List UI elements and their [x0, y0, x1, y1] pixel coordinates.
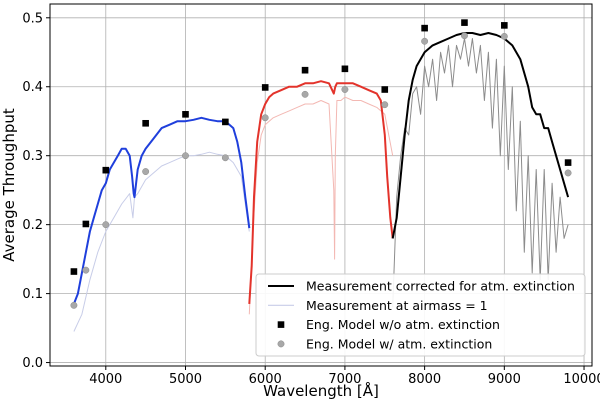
model-no-ext-point: [142, 119, 149, 127]
x-tick-label: 5000: [169, 372, 202, 387]
model-no-ext-point: [102, 166, 110, 174]
y-tick-label: 0.5: [22, 11, 43, 26]
corrected-series-group: [72, 32, 570, 305]
model-with-ext-point: [421, 37, 429, 45]
y-tick-label: 0.3: [22, 149, 43, 164]
y-tick-label: 0.0: [22, 356, 43, 371]
x-tick-label: 6000: [249, 372, 282, 387]
model-with-ext-point: [142, 168, 150, 176]
model-with-ext-point: [381, 101, 389, 109]
model-no-ext-point: [461, 19, 468, 26]
model-with-ext-point: [261, 114, 269, 122]
series-line-corrected-blue: [72, 116, 251, 305]
model-no-ext-point: [70, 268, 78, 275]
ticks: [46, 17, 585, 370]
model-no-ext-point: [82, 220, 90, 228]
series-line-airmass1-nir: [392, 38, 569, 308]
series-line-airmass1-red: [248, 96, 394, 315]
model-with-ext-point: [564, 169, 572, 177]
y-tick-label: 0.2: [22, 218, 43, 233]
model-with-ext-point: [70, 301, 78, 309]
model-markers: [70, 19, 572, 309]
legend-label: Eng. Model w/ atm. extinction: [306, 336, 492, 351]
y-tick-label: 0.1: [22, 287, 43, 302]
model-no-ext-point: [564, 159, 572, 166]
model-with-ext-point: [461, 32, 468, 40]
series-line-corrected-nir: [391, 32, 570, 239]
model-with-ext-point: [221, 154, 229, 162]
x-tick-label: 8000: [408, 372, 441, 387]
legend-label: Measurement at airmass = 1: [306, 298, 488, 313]
legend-box: [255, 273, 586, 357]
x-tick-label: 4000: [89, 372, 122, 387]
model-no-ext-point: [301, 66, 309, 74]
legend-label: Eng. Model w/o atm. extinction: [306, 317, 500, 332]
plot-frame: [49, 3, 593, 367]
model-with-ext-point: [182, 152, 189, 160]
model-with-ext-point: [102, 221, 110, 229]
legend-label: Measurement corrected for atm. extinctio…: [306, 279, 575, 294]
x-axis-label: Wavelength [Å]: [263, 381, 379, 400]
model-no-ext-point: [421, 24, 428, 32]
legend: Measurement corrected for atm. extinctio…: [255, 273, 586, 357]
legend-circle-swatch: [277, 340, 285, 348]
model-with-ext-point: [301, 90, 309, 98]
model-with-ext-point: [82, 266, 90, 274]
series-line-corrected-red: [248, 80, 394, 304]
model-no-ext-point: [501, 22, 508, 29]
series-line-airmass1-blue: [73, 151, 250, 332]
y-tick-label: 0.4: [22, 80, 43, 95]
model-no-ext-point: [222, 118, 229, 126]
legend-square-swatch: [277, 321, 285, 328]
x-tick-label: 9000: [488, 372, 521, 387]
model-no-ext-point: [182, 111, 189, 118]
model-no-ext-point: [341, 65, 349, 73]
x-tick-label: 7000: [328, 372, 361, 387]
airmass-series-group: [73, 38, 569, 332]
model-no-ext-point: [381, 86, 389, 93]
y-axis-label: Average Throughput: [0, 108, 18, 262]
model-with-ext-point: [341, 86, 349, 93]
model-no-ext-point: [261, 84, 269, 91]
model-with-ext-point: [500, 32, 508, 40]
